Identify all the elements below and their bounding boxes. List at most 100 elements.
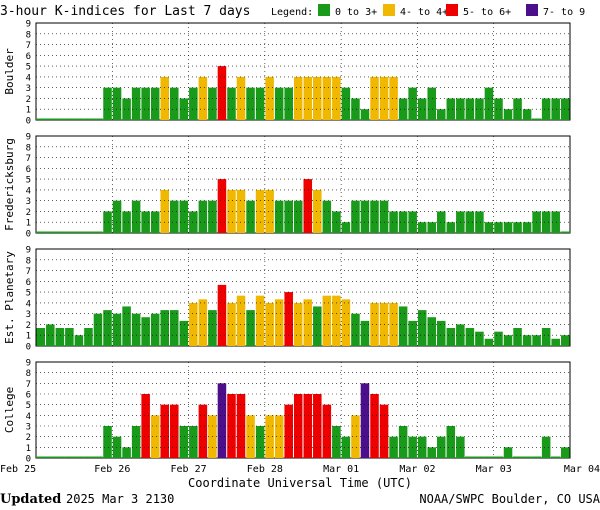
bar: [217, 66, 227, 120]
bar: [370, 200, 379, 233]
ytick-label: 0: [26, 230, 31, 240]
bar: [360, 109, 370, 120]
bar: [475, 331, 484, 346]
bar: [417, 436, 427, 458]
bar: [55, 456, 65, 458]
bar: [322, 76, 332, 120]
bar: [341, 299, 351, 346]
bar: [236, 295, 246, 346]
bar: [103, 211, 112, 233]
bar: [83, 456, 94, 458]
bar: [112, 313, 122, 346]
bar: [265, 302, 274, 346]
bar: [246, 200, 255, 233]
legend-item-label: 5- to 6+: [463, 7, 511, 18]
bar: [293, 394, 303, 458]
ytick-label: 7: [26, 380, 31, 390]
bar: [446, 222, 456, 233]
bar: [255, 87, 265, 120]
bar: [484, 87, 494, 120]
ytick-label: 9: [26, 359, 31, 369]
ytick-label: 6: [26, 165, 31, 175]
bar: [437, 211, 446, 233]
ytick-label: 6: [26, 391, 31, 401]
bar: [284, 200, 293, 233]
bar: [150, 87, 160, 120]
bar: [55, 328, 65, 346]
bar: [541, 436, 551, 458]
bar: [522, 109, 532, 120]
bar: [103, 426, 112, 458]
ytick-label: 5: [26, 63, 31, 73]
bar: [45, 118, 56, 120]
bar: [170, 404, 179, 458]
ytick-label: 7: [26, 41, 31, 51]
bar: [551, 338, 560, 346]
ytick-label: 3: [26, 310, 31, 320]
bar: [370, 302, 379, 346]
ytick-label: 4: [26, 412, 31, 422]
ytick-label: 8: [26, 30, 31, 40]
ytick-label: 1: [26, 444, 31, 454]
ytick-label: 2: [26, 321, 31, 331]
bar: [64, 456, 75, 458]
bar: [36, 328, 46, 346]
ytick-label: 7: [26, 154, 31, 164]
bar: [560, 231, 570, 233]
bar: [236, 76, 246, 120]
bar: [170, 87, 179, 120]
bar: [550, 456, 561, 458]
bar: [417, 310, 427, 346]
bar: [208, 310, 217, 346]
bar: [341, 222, 351, 233]
bar: [293, 302, 303, 346]
bar: [227, 87, 236, 120]
bar: [303, 76, 313, 120]
bar: [512, 456, 523, 458]
bar: [179, 98, 189, 120]
bar: [55, 118, 65, 120]
legend-item-label: 7- to 9: [543, 7, 585, 18]
bar: [494, 331, 503, 346]
bar: [74, 456, 84, 458]
bar: [531, 456, 542, 458]
bar: [131, 313, 141, 346]
ytick-label: 3: [26, 423, 31, 433]
bar: [446, 426, 456, 458]
ytick-label: 4: [26, 299, 31, 309]
ytick-label: 4: [26, 186, 31, 196]
bar: [398, 426, 408, 458]
bar: [427, 317, 436, 346]
bar: [274, 87, 284, 120]
bar: [503, 222, 513, 233]
bar: [36, 456, 46, 458]
bar: [150, 313, 160, 346]
bar: [265, 76, 274, 120]
bar: [360, 200, 370, 233]
bar: [313, 306, 322, 346]
xtick-label: Feb 26: [94, 464, 130, 475]
ytick-label: 4: [26, 73, 31, 83]
bar: [45, 231, 56, 233]
bar: [503, 335, 513, 346]
bar: [246, 415, 255, 458]
bar: [265, 415, 274, 458]
bar: [265, 189, 274, 233]
xtick-label: Mar 04: [564, 464, 600, 475]
bar: [341, 87, 351, 120]
ytick-label: 8: [26, 143, 31, 153]
ylabel: Fredericksburg: [3, 138, 16, 231]
bar: [474, 456, 485, 458]
bar: [351, 313, 360, 346]
bar: [189, 87, 198, 120]
bar: [74, 118, 84, 120]
bar: [389, 76, 398, 120]
bar: [427, 87, 436, 120]
bar: [379, 404, 389, 458]
bar: [122, 447, 131, 458]
bar: [217, 179, 227, 233]
bar: [293, 200, 303, 233]
bar: [465, 328, 475, 346]
bar: [93, 231, 103, 233]
bar: [389, 436, 398, 458]
